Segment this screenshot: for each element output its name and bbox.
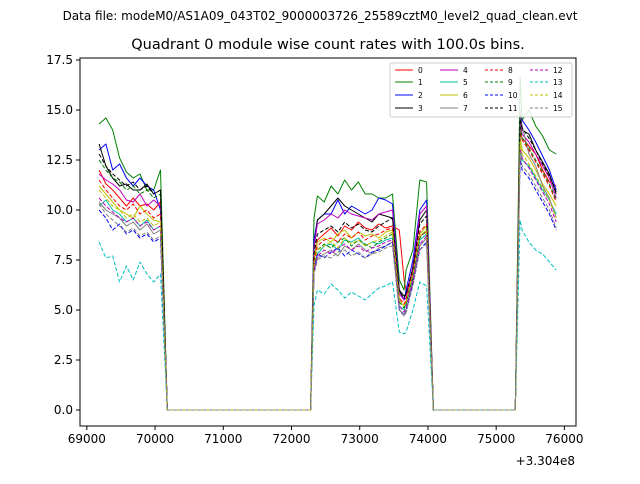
x-tick-label: 74000	[409, 432, 447, 446]
x-tick-label: 70000	[136, 432, 174, 446]
legend-label-4: 4	[463, 66, 468, 75]
legend-label-7: 7	[463, 104, 468, 113]
y-tick-label: 7.5	[54, 253, 73, 267]
legend-label-12: 12	[553, 66, 563, 75]
y-tick-label: 15.0	[46, 103, 73, 117]
series-line-7	[98, 109, 557, 411]
legend-label-13: 13	[553, 78, 563, 87]
series-line-15	[98, 153, 557, 411]
y-tick-label: 12.5	[46, 153, 73, 167]
series-line-10	[98, 157, 557, 411]
y-tick-label: 0.0	[54, 403, 73, 417]
series-line-0	[98, 133, 557, 411]
x-tick-label: 71000	[204, 432, 242, 446]
series-line-14	[98, 141, 557, 411]
series-line-4	[98, 121, 557, 411]
legend-frame	[389, 62, 573, 118]
legend-label-0: 0	[418, 66, 423, 75]
chart-title: Quadrant 0 module wise count rates with …	[131, 37, 525, 53]
y-tick-label: 2.5	[54, 353, 73, 367]
series-line-5	[98, 149, 557, 411]
x-tick-label: 75000	[477, 432, 515, 446]
legend-label-6: 6	[463, 91, 468, 100]
plot-layer	[98, 75, 557, 411]
legend-label-5: 5	[463, 78, 468, 87]
series-line-3	[98, 117, 557, 411]
legend-label-15: 15	[553, 104, 563, 113]
legend-label-9: 9	[508, 78, 513, 87]
legend-label-11: 11	[508, 104, 518, 113]
legend-label-14: 14	[553, 91, 563, 100]
legend-label-8: 8	[508, 66, 513, 75]
series-line-12	[98, 145, 557, 411]
y-tick-label: 5.0	[54, 303, 73, 317]
series-line-6	[98, 137, 557, 411]
series-line-9	[98, 125, 557, 411]
plot-area-frame	[79, 57, 577, 427]
series-line-11	[98, 115, 557, 411]
legend-label-10: 10	[508, 91, 518, 100]
x-tick-label: 76000	[545, 432, 583, 446]
legend-label-2: 2	[418, 91, 423, 100]
x-offset-label: +3.304e8	[516, 454, 575, 468]
x-tick-label: 72000	[272, 432, 310, 446]
series-line-13	[98, 219, 557, 411]
x-tick-label: 69000	[68, 432, 106, 446]
x-tick-label: 73000	[341, 432, 379, 446]
y-tick-label: 10.0	[46, 203, 73, 217]
y-tick-label: 17.5	[46, 53, 73, 67]
series-line-2	[98, 113, 557, 411]
series-line-8	[98, 129, 557, 411]
series-line-1	[98, 75, 557, 411]
chart-suptitle: Data file: modeM0/AS1A09_043T02_90000037…	[63, 9, 578, 23]
axes-layer: 69000 70000 71000 72000 73000 74000 75000 76000…	[46, 53, 583, 446]
legend-label-1: 1	[418, 78, 423, 87]
legend-label-3: 3	[418, 104, 423, 113]
